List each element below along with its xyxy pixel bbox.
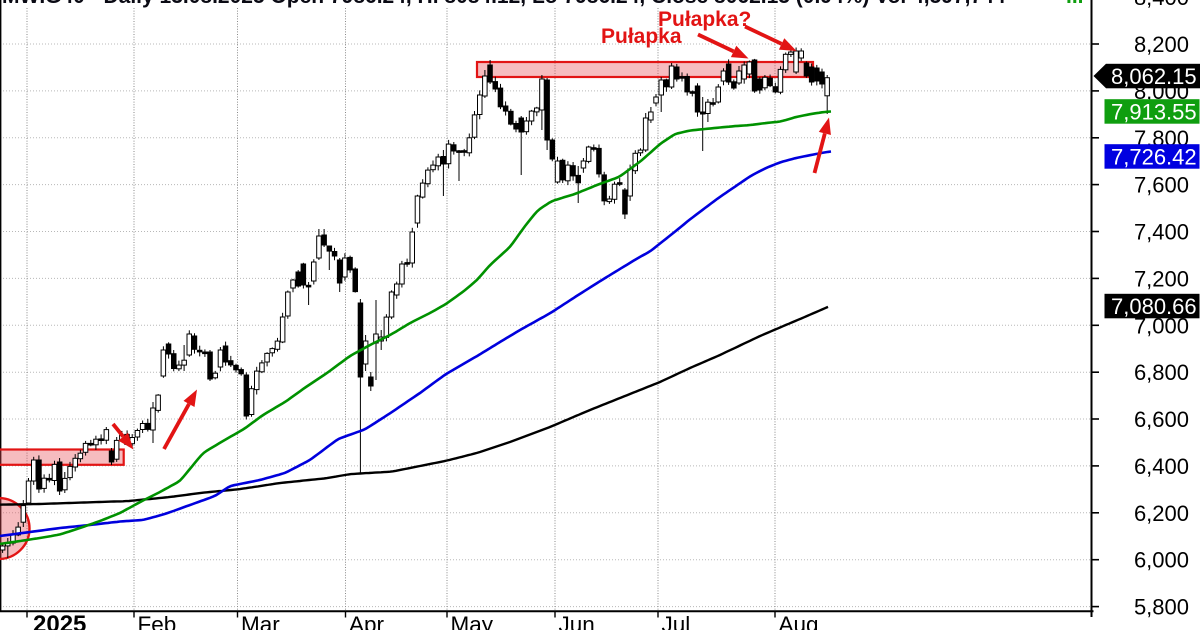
svg-text:8,200: 8,200 bbox=[1134, 32, 1189, 57]
svg-text:Feb: Feb bbox=[138, 612, 177, 630]
svg-text:...: ... bbox=[1066, 0, 1084, 8]
svg-text:6,800: 6,800 bbox=[1134, 360, 1189, 385]
svg-text:6,600: 6,600 bbox=[1134, 407, 1189, 432]
svg-text:Pułapka: Pułapka bbox=[601, 25, 682, 48]
svg-text:Mar: Mar bbox=[241, 612, 280, 630]
svg-text:6,200: 6,200 bbox=[1134, 501, 1189, 526]
svg-text:7,913.55: 7,913.55 bbox=[1111, 100, 1197, 125]
svg-text:MWIG40 - Daily 13.08.2025 Open: MWIG40 - Daily 13.08.2025 Open 7986.24, … bbox=[2, 0, 1006, 8]
svg-text:7,726.42: 7,726.42 bbox=[1111, 145, 1197, 170]
svg-text:7,600: 7,600 bbox=[1134, 173, 1189, 198]
svg-text:2025: 2025 bbox=[33, 611, 86, 630]
svg-text:Aug: Aug bbox=[779, 612, 819, 630]
svg-text:Jul: Jul bbox=[662, 612, 691, 630]
svg-text:6,000: 6,000 bbox=[1134, 548, 1189, 573]
svg-text:8,400: 8,400 bbox=[1134, 0, 1189, 10]
svg-text:Apr: Apr bbox=[349, 612, 385, 630]
svg-text:6,400: 6,400 bbox=[1134, 454, 1189, 479]
svg-text:7,080.66: 7,080.66 bbox=[1111, 294, 1197, 319]
svg-text:5,800: 5,800 bbox=[1134, 595, 1189, 620]
svg-text:7,400: 7,400 bbox=[1134, 220, 1189, 245]
svg-text:Pułapka?: Pułapka? bbox=[658, 8, 751, 31]
svg-text:May: May bbox=[451, 612, 494, 630]
svg-text:7,200: 7,200 bbox=[1134, 266, 1189, 291]
svg-text:Jun: Jun bbox=[559, 612, 595, 630]
svg-text:8,062.15: 8,062.15 bbox=[1111, 64, 1197, 89]
